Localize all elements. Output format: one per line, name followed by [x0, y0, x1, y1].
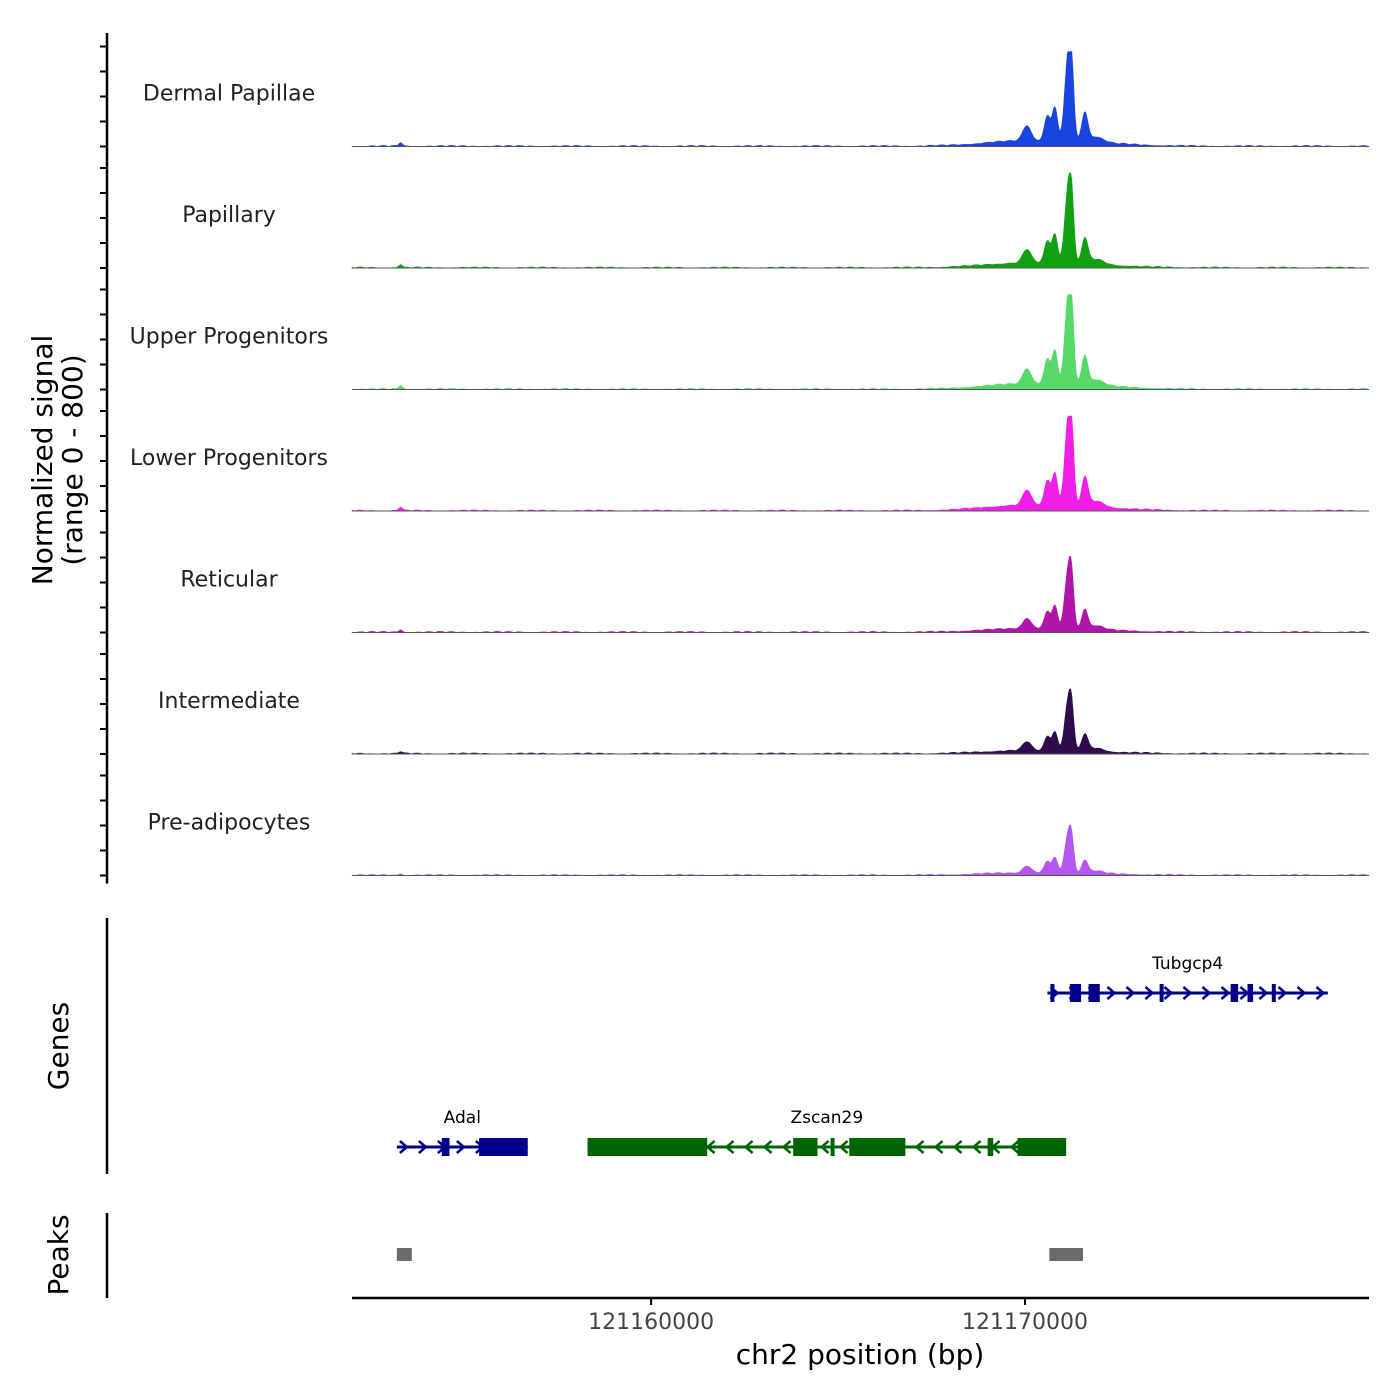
strand-arrow: [399, 1140, 409, 1154]
gene: Zscan29: [587, 1108, 1067, 1156]
gene: Adal: [396, 1108, 528, 1156]
x-axis-ticks: 121160000 121170000: [588, 1298, 1088, 1335]
coverage-track: Pre-adipocytes: [148, 811, 1370, 876]
coverage-track: Lower Progenitors: [130, 415, 1370, 512]
peaks-layer: [396, 1248, 1083, 1261]
strand-arrow: [1220, 986, 1231, 1000]
track-label: Reticular: [180, 568, 278, 593]
strand-arrow: [1277, 986, 1288, 1000]
gene-exon: [1230, 984, 1239, 1002]
y-axis-title-line2: (range 0 - 800): [56, 354, 89, 565]
strand-arrow: [1239, 986, 1250, 1000]
coverage-y-axis: [100, 33, 109, 884]
gene-exon: [1271, 984, 1276, 1002]
gene-exon: [1159, 984, 1164, 1002]
coverage-track: Reticular: [180, 556, 1370, 633]
strand-arrow: [705, 1140, 716, 1154]
strand-arrow: [952, 1140, 963, 1154]
gene-exon: [830, 1138, 835, 1156]
strand-arrow: [418, 1140, 428, 1154]
track-label: Lower Progenitors: [130, 446, 328, 471]
genes-track-label: Genes: [42, 1002, 75, 1090]
peaks-track-label: Peaks: [42, 1214, 75, 1295]
gene-exon: [1017, 1138, 1067, 1156]
strand-arrow: [1144, 986, 1155, 1000]
strand-arrow: [456, 1140, 466, 1154]
gene-exon: [441, 1138, 446, 1156]
coverage-track: Papillary: [182, 172, 1369, 269]
y-axis-title-line1: Normalized signal: [26, 335, 59, 586]
strand-arrow: [1009, 1140, 1020, 1154]
coverage-track: Dermal Papillae: [143, 51, 1370, 147]
strand-arrow: [971, 1140, 982, 1154]
strand-arrow: [743, 1140, 754, 1154]
track-label: Papillary: [182, 203, 276, 228]
strand-arrow: [1296, 986, 1307, 1000]
peak-region: [1049, 1248, 1083, 1261]
gene-exon: [587, 1138, 708, 1156]
gene-exon: [1050, 984, 1055, 1002]
strand-arrow: [1163, 986, 1174, 1000]
coverage-area: [352, 294, 1370, 390]
x-axis-title: chr2 position (bp): [736, 1338, 985, 1371]
strand-arrow: [1106, 986, 1117, 1000]
coverage-area: [351, 415, 1370, 512]
strand-arrow: [914, 1140, 925, 1154]
coverage-track: Upper Progenitors: [130, 294, 1370, 390]
strand-arrow: [819, 1140, 830, 1154]
strand-arrow: [838, 1140, 849, 1154]
coverage-track: Intermediate: [158, 688, 1370, 755]
peak-region: [396, 1248, 412, 1261]
strand-arrow: [1258, 986, 1269, 1000]
track-label: Pre-adipocytes: [148, 811, 311, 836]
x-tick-label: 121160000: [588, 1310, 714, 1335]
genes-layer: Adal Zscan29 Tubgcp4: [396, 954, 1328, 1156]
gene-exon: [793, 1138, 818, 1156]
strand-arrow: [1125, 986, 1136, 1000]
gene-exon: [849, 1138, 906, 1156]
strand-arrow: [1182, 986, 1193, 1000]
gene: Tubgcp4: [1047, 954, 1328, 1002]
gene-exon: [1069, 984, 1082, 1002]
track-label: Intermediate: [158, 689, 300, 714]
gene-label: Adal: [444, 1108, 481, 1128]
gene-exon: [1247, 984, 1254, 1002]
gene-exon: [479, 1138, 528, 1156]
coverage-area: [351, 172, 1369, 269]
gene-label: Zscan29: [791, 1108, 864, 1128]
strand-arrow: [724, 1140, 735, 1154]
strand-arrow: [1315, 986, 1326, 1000]
track-label: Upper Progenitors: [130, 325, 329, 350]
gene-exon: [1088, 984, 1100, 1002]
gene-label: Tubgcp4: [1151, 954, 1223, 974]
gene-exon: [445, 1138, 450, 1156]
strand-arrow: [762, 1140, 773, 1154]
track-label: Dermal Papillae: [143, 82, 315, 107]
x-tick-label: 121170000: [962, 1310, 1088, 1335]
coverage-tracks: Dermal Papillae Papillary Upper Progenitor…: [130, 51, 1370, 876]
strand-arrow: [933, 1140, 944, 1154]
gene-exon: [987, 1138, 994, 1156]
coverage-area: [351, 51, 1370, 147]
strand-arrow: [781, 1140, 792, 1154]
strand-arrow: [1201, 986, 1212, 1000]
